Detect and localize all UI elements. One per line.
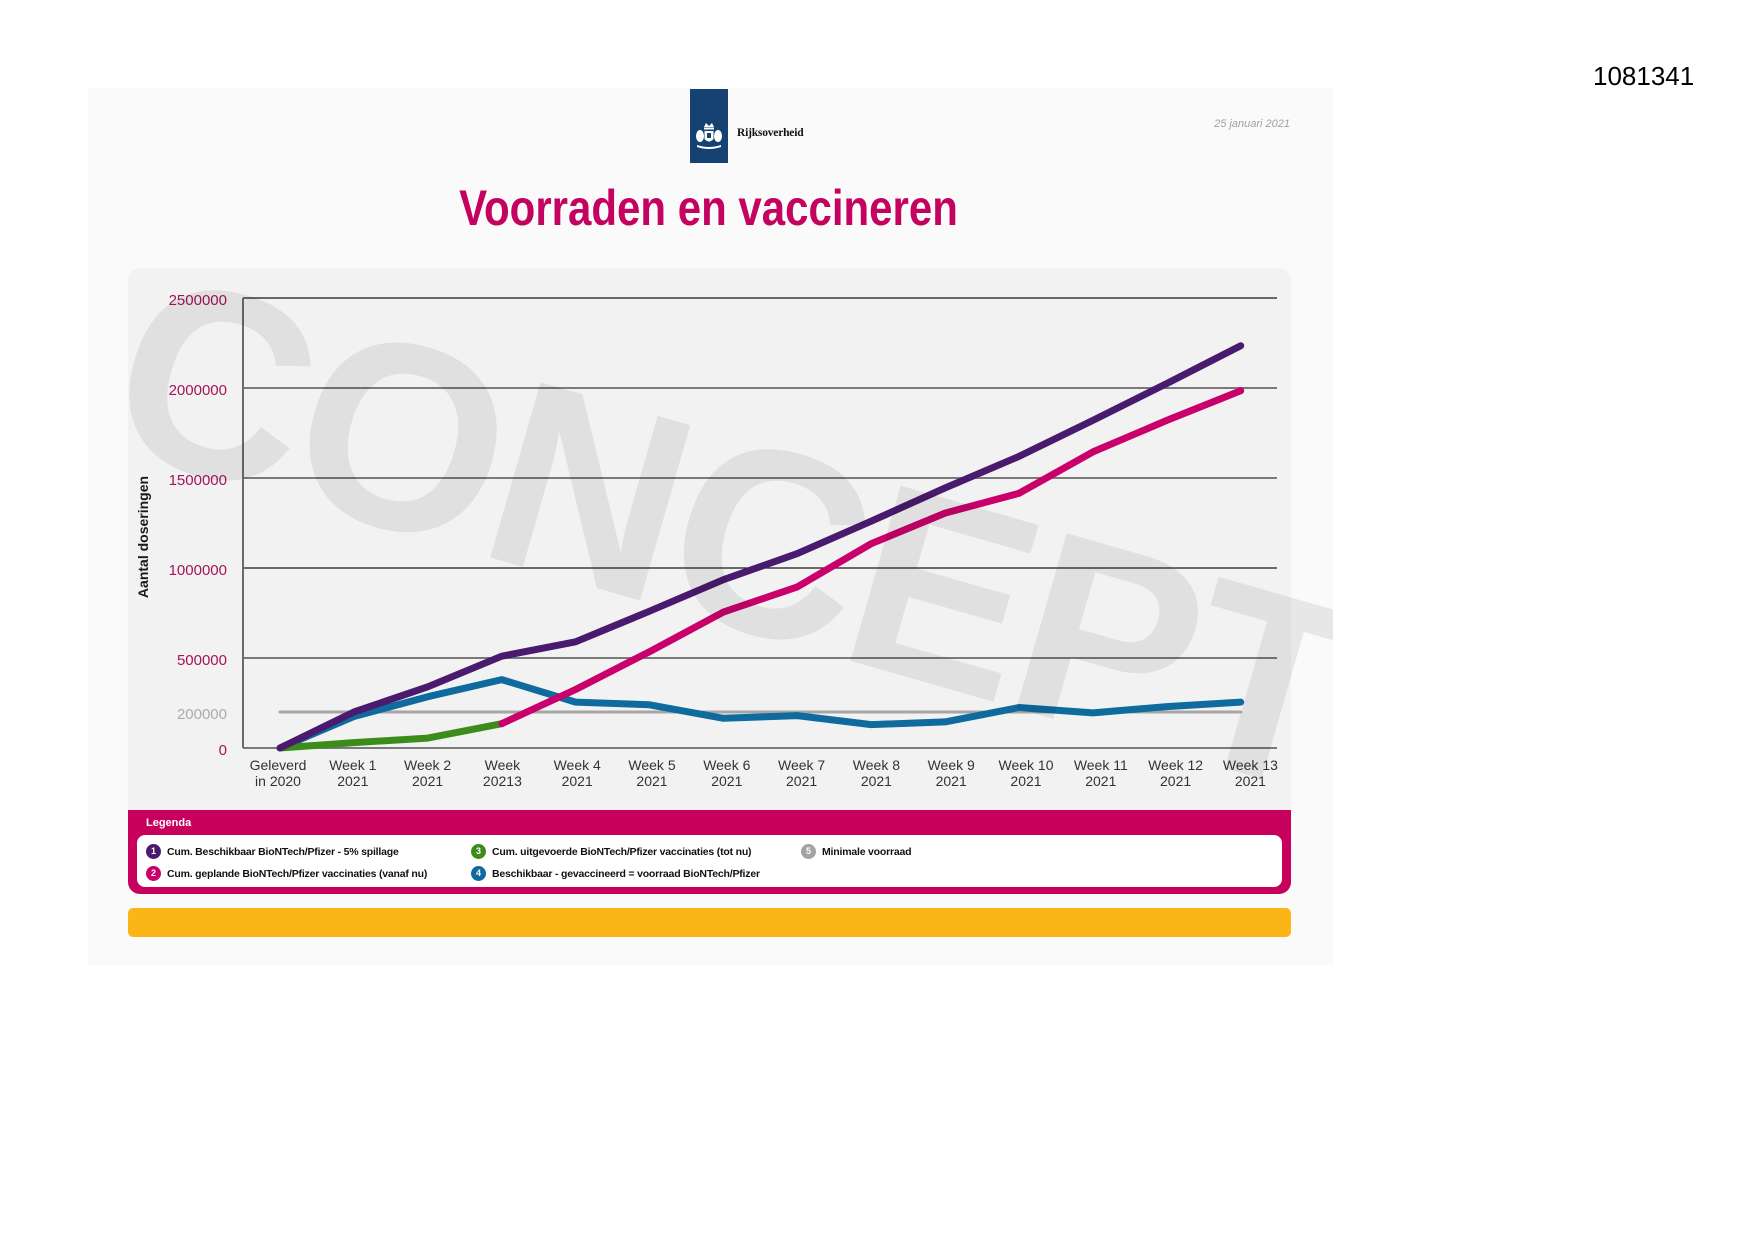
date-label: 25 januari 2021 xyxy=(1214,118,1290,130)
rijksoverheid-crest-icon xyxy=(690,89,728,163)
legend-box: 1 Cum. Beschikbaar BioNTech/Pfizer - 5% … xyxy=(137,835,1282,887)
legend-marker-4: 4 xyxy=(471,866,486,881)
footer-accent-bar xyxy=(128,908,1291,937)
legend: Legenda 1 Cum. Beschikbaar BioNTech/Pfiz… xyxy=(128,810,1291,894)
logo-text: Rijksoverheid xyxy=(737,127,804,139)
legend-marker-5: 5 xyxy=(801,844,816,859)
page-title: Voorraden en vaccineren xyxy=(459,180,958,236)
legend-label: Minimale voorraad xyxy=(822,846,912,858)
legend-marker-1: 1 xyxy=(146,844,161,859)
legend-label: Cum. uitgevoerde BioNTech/Pfizer vaccina… xyxy=(492,846,752,858)
y-axis-label: Aantal doseringen xyxy=(135,475,151,599)
legend-label: Cum. Beschikbaar BioNTech/Pfizer - 5% sp… xyxy=(167,846,399,858)
legend-marker-3: 3 xyxy=(471,844,486,859)
chart-panel xyxy=(128,268,1291,810)
legend-label: Beschikbaar - gevaccineerd = voorraad Bi… xyxy=(492,868,760,880)
legend-label: Cum. geplande BioNTech/Pfizer vaccinatie… xyxy=(167,868,428,880)
rijksoverheid-logo xyxy=(690,89,728,163)
legend-marker-2: 2 xyxy=(146,866,161,881)
legend-title: Legenda xyxy=(146,817,192,829)
document-id: 1081341 xyxy=(1593,61,1695,91)
